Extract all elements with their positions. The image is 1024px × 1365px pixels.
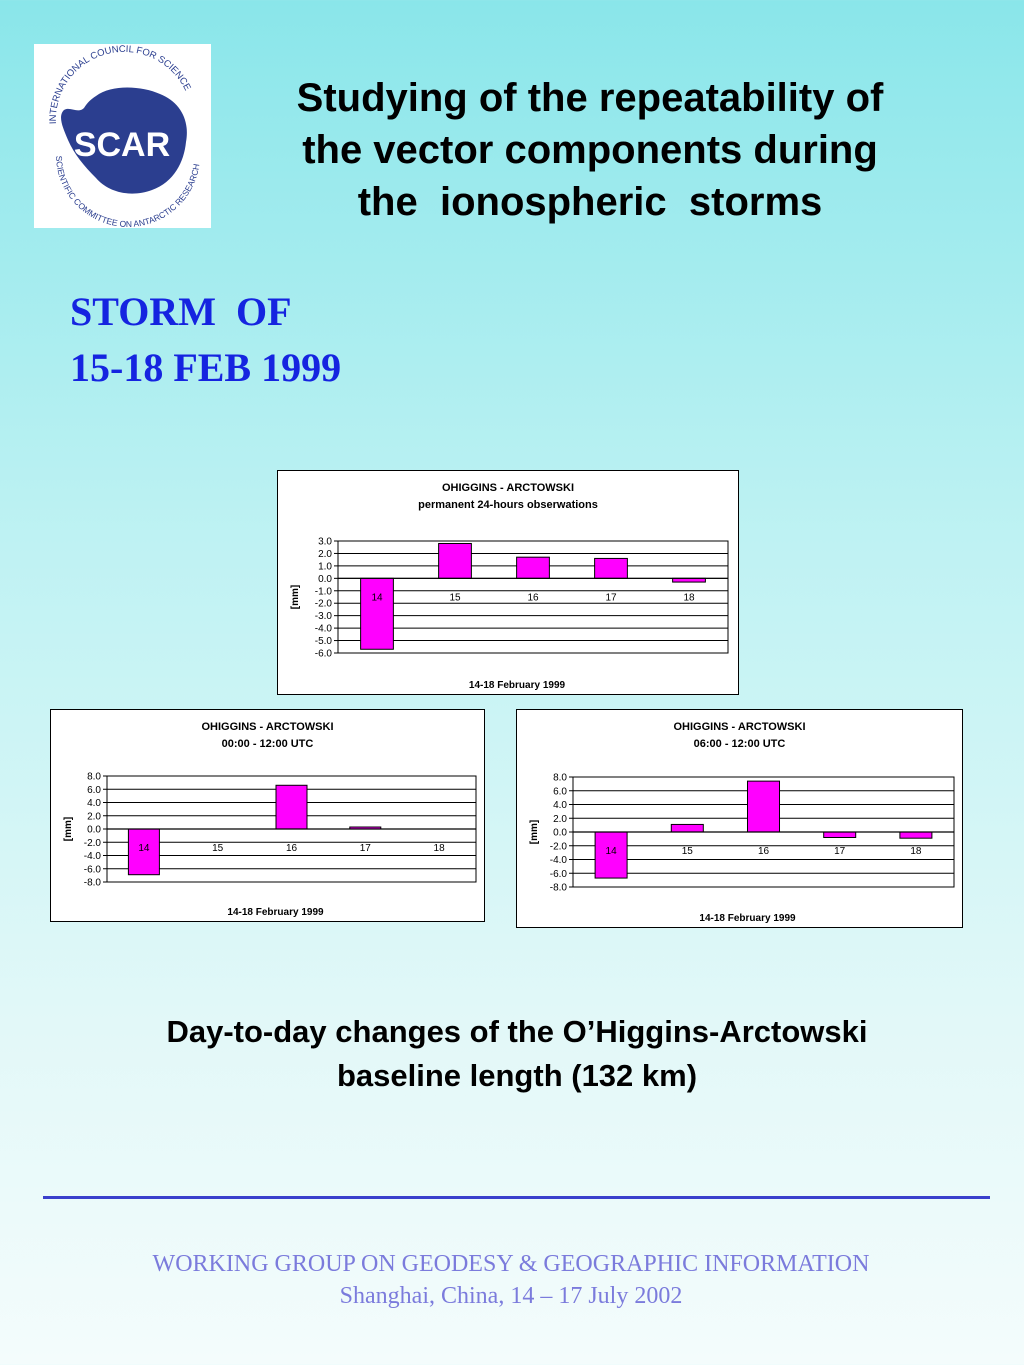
x-axis-label: 14-18 February 1999 (469, 680, 566, 691)
y-tick-label: 8.0 (87, 772, 101, 783)
x-axis-label: 14-18 February 1999 (227, 907, 324, 918)
x-tick-label: 17 (360, 843, 372, 854)
y-tick-label: 1.0 (318, 561, 332, 572)
y-tick-label: 0.0 (553, 828, 567, 839)
x-tick-label: 16 (758, 846, 770, 857)
x-tick-label: 14 (138, 843, 150, 854)
bar (823, 831, 857, 838)
y-tick-label: -4.0 (84, 851, 102, 862)
bar (438, 542, 472, 579)
bar (746, 780, 781, 833)
x-tick-label: 16 (527, 592, 539, 603)
y-tick-label: -6.0 (550, 869, 568, 880)
storm-line-2: 15-18 FEB 1999 (70, 345, 342, 390)
bar (594, 557, 628, 579)
y-tick-label: -4.0 (315, 624, 333, 635)
divider-line (43, 1196, 990, 1199)
chart-subtitle: 06:00 - 12:00 UTC (694, 738, 786, 750)
y-tick-label: 4.0 (553, 800, 567, 811)
y-tick-label: -1.0 (315, 586, 333, 597)
y-tick-label: 6.0 (553, 786, 567, 797)
chart-title: OHIGGINS - ARCTOWSKI (674, 721, 806, 733)
title-line-2: the vector components during (302, 128, 878, 172)
bar (670, 823, 704, 833)
y-axis-label: [mm] (529, 820, 540, 844)
bar (899, 831, 933, 839)
logo-scar-text: SCAR (74, 126, 170, 164)
x-tick-label: 15 (449, 592, 461, 603)
y-tick-label: 3.0 (318, 537, 332, 548)
x-tick-label: 15 (682, 846, 694, 857)
x-tick-label: 18 (434, 843, 446, 854)
y-tick-label: -6.0 (315, 649, 333, 660)
x-tick-label: 18 (910, 846, 922, 857)
y-tick-label: 2.0 (87, 811, 101, 822)
scar-logo-graphic: INTERNATIONAL COUNCIL FOR SCIENCE SCIENT… (48, 44, 202, 228)
caption-line-2: baseline length (132 km) (336, 1058, 698, 1093)
y-axis-label: [mm] (290, 585, 301, 609)
antarctica-shape (61, 87, 187, 194)
y-tick-label: 0.0 (318, 574, 332, 585)
chart-subtitle: 00:00 - 12:00 UTC (222, 738, 314, 750)
scar-logo: INTERNATIONAL COUNCIL FOR SCIENCE SCIENT… (34, 44, 211, 228)
y-tick-label: -2.0 (550, 841, 568, 852)
x-tick-label: 17 (605, 592, 617, 603)
y-tick-label: 2.0 (318, 549, 332, 560)
y-axis-label: [mm] (63, 817, 74, 841)
bar (275, 784, 308, 830)
x-tick-label: 17 (834, 846, 846, 857)
footer: WORKING GROUP ON GEODESY & GEOGRAPHIC IN… (0, 1248, 1022, 1312)
chart-06-12-utc-plot: OHIGGINS - ARCTOWSKI 06:00 - 12:00 UTC 8.0… (529, 721, 955, 924)
y-tick-label: 4.0 (87, 798, 101, 809)
chart-00-12-utc-plot: OHIGGINS - ARCTOWSKI 00:00 - 12:00 UTC 8.0… (63, 721, 477, 918)
caption-line-1: Day-to-day changes of the O’Higgins-Arct… (166, 1014, 868, 1049)
chart-subtitle: permanent 24-hours obserwations (418, 499, 598, 511)
storm-line-1: STORM OF (70, 289, 292, 334)
x-tick-label: 18 (683, 592, 695, 603)
chart-permanent-24h: OHIGGINS - ARCTOWSKI permanent 24-hours o… (277, 470, 739, 695)
page-title: Studying of the repeatability of the vec… (240, 72, 940, 228)
chart-title: OHIGGINS - ARCTOWSKI (202, 721, 334, 733)
bar (594, 831, 628, 879)
storm-heading: STORM OF 15-18 FEB 1999 (70, 284, 341, 396)
bar (127, 828, 160, 876)
title-line-3: the ionospheric storms (357, 180, 823, 224)
footer-line-1: WORKING GROUP ON GEODESY & GEOGRAPHIC IN… (152, 1251, 870, 1277)
y-tick-label: -3.0 (315, 611, 333, 622)
y-tick-label: -5.0 (315, 636, 333, 647)
x-tick-label: 14 (606, 846, 618, 857)
chart-00-12-utc: OHIGGINS - ARCTOWSKI 00:00 - 12:00 UTC 8.0… (50, 709, 485, 922)
y-tick-label: -8.0 (84, 878, 102, 889)
footer-line-2: Shanghai, China, 14 – 17 July 2002 (339, 1283, 683, 1309)
y-tick-label: -2.0 (84, 838, 102, 849)
y-tick-label: -8.0 (550, 883, 568, 894)
chart-06-12-utc: OHIGGINS - ARCTOWSKI 06:00 - 12:00 UTC 8.0… (516, 709, 963, 928)
y-tick-label: -2.0 (315, 599, 333, 610)
x-tick-label: 15 (212, 843, 224, 854)
figure-caption: Day-to-day changes of the O’Higgins-Arct… (0, 1010, 1024, 1098)
title-line-1: Studying of the repeatability of (296, 76, 884, 120)
x-tick-label: 16 (286, 843, 298, 854)
chart-permanent-24h-plot: OHIGGINS - ARCTOWSKI permanent 24-hours o… (290, 482, 729, 691)
y-tick-label: -4.0 (550, 855, 568, 866)
bar (360, 577, 394, 650)
bar (516, 556, 550, 579)
y-tick-label: 8.0 (553, 773, 567, 784)
x-axis-label: 14-18 February 1999 (699, 913, 796, 924)
y-tick-label: 0.0 (87, 825, 101, 836)
chart-title: OHIGGINS - ARCTOWSKI (442, 482, 574, 494)
plot-frame (337, 540, 729, 654)
y-tick-label: -6.0 (84, 864, 102, 875)
y-tick-label: 6.0 (87, 785, 101, 796)
x-tick-label: 14 (371, 592, 383, 603)
y-tick-label: 2.0 (553, 814, 567, 825)
